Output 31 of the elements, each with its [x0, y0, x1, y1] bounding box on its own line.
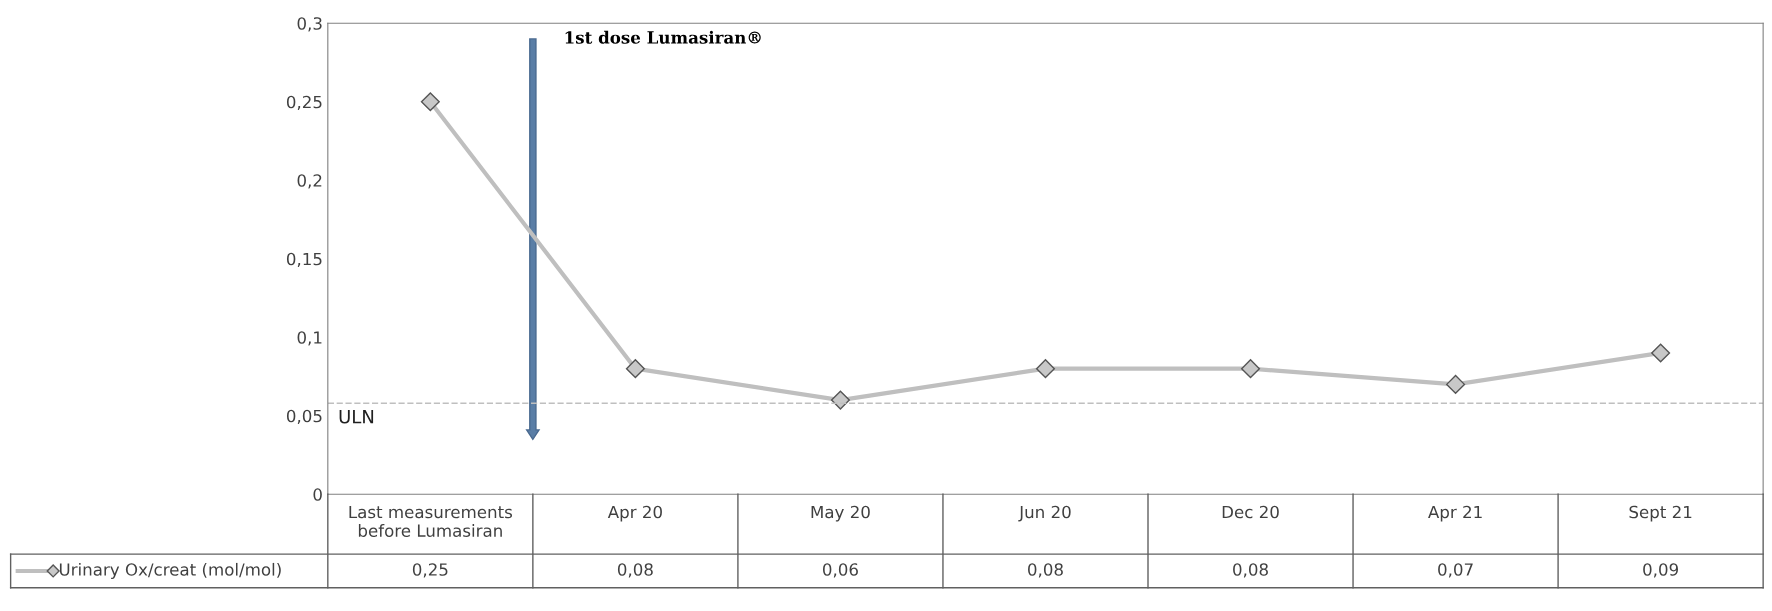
- y-tick-label: 0,2: [297, 174, 322, 189]
- x-tick-label: Apr 21: [1428, 505, 1482, 522]
- data-label: 0,09: [1643, 563, 1678, 578]
- data-label: 0,25: [412, 563, 448, 578]
- x-tick-label: May 20: [811, 505, 870, 522]
- y-tick-label: 0,15: [286, 252, 322, 268]
- y-tick-label: 0,05: [286, 409, 322, 425]
- x-tick-label: Last measurements before Lumasiran: [349, 505, 513, 537]
- legend-label: Urinary Ox/creat (mol/mol): [59, 562, 281, 580]
- point: [1240, 359, 1261, 379]
- point: [830, 390, 850, 410]
- point: [625, 359, 645, 379]
- x-tick-label: Sept 21: [1629, 505, 1692, 522]
- data-label: 0,08: [617, 563, 653, 578]
- y-tick-label: 0: [313, 488, 322, 501]
- x-tick-label: Jun 20: [1018, 505, 1071, 522]
- point: [420, 92, 440, 112]
- x-tick-label: Dec 20: [1222, 505, 1279, 519]
- y-tick-label: 0,3: [297, 17, 322, 32]
- x-tick-label: Apr 20: [607, 505, 662, 522]
- ref-line-label: ULN: [339, 410, 374, 424]
- data-label: 0,08: [1028, 563, 1063, 578]
- y-tick-label: 0,25: [286, 95, 322, 110]
- point: [1446, 374, 1466, 394]
- annotation: 1st dose Lumasiran®: [565, 30, 761, 44]
- y-tick-label: 0,1: [297, 331, 322, 346]
- point: [1035, 359, 1056, 379]
- point: [1651, 343, 1671, 363]
- data-label: 0,08: [1233, 563, 1268, 578]
- data-label: 0,06: [822, 563, 858, 578]
- data-label: 0,07: [1438, 563, 1473, 578]
